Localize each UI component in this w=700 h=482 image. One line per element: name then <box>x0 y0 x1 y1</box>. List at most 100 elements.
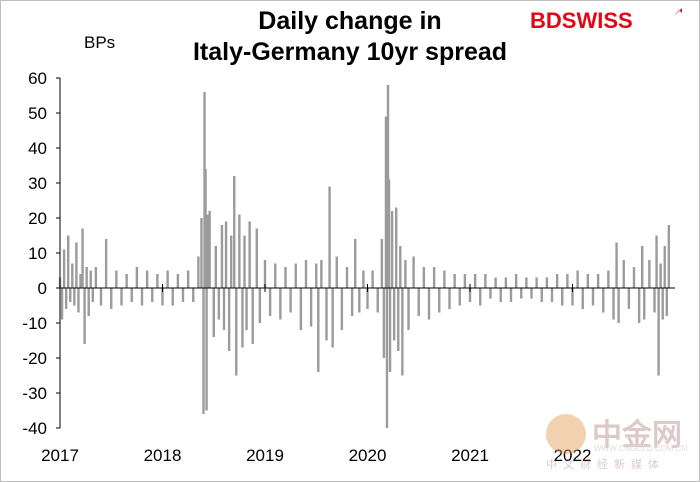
bar-11 <box>81 228 84 288</box>
bar-115 <box>468 288 472 302</box>
bar-72 <box>309 288 313 327</box>
bar-49 <box>222 288 226 330</box>
bar-106 <box>422 267 426 288</box>
bar-160 <box>667 225 671 288</box>
bar-107 <box>427 288 431 320</box>
bar-29 <box>156 274 159 288</box>
bar-94 <box>387 179 391 288</box>
bar-63 <box>263 260 267 288</box>
bar-148 <box>632 267 636 288</box>
bar-59 <box>248 221 251 288</box>
bar-152 <box>648 260 651 288</box>
bar-41 <box>204 169 207 288</box>
bar-33 <box>176 274 180 288</box>
bar-144 <box>615 242 618 288</box>
bar-135 <box>571 288 574 306</box>
bar-132 <box>555 274 559 288</box>
bar-54 <box>235 288 238 376</box>
bar-9 <box>77 288 80 313</box>
bar-32 <box>171 288 174 306</box>
cngold-watermark: 中金网 WWW.CNGOLD.COM.CN 中文财经新媒体 <box>540 408 690 474</box>
bar-34 <box>181 288 185 302</box>
bar-62 <box>258 288 262 323</box>
y-axis-unit: BPs <box>84 33 116 52</box>
brand-arrow-icon <box>674 8 682 16</box>
bar-96 <box>390 211 394 288</box>
y-axis-ticks: 60 50 40 30 20 10 0 -10 -20 -30 -40 <box>22 69 60 438</box>
y-tick-label-5: 10 <box>28 244 47 263</box>
bar-131 <box>550 288 554 302</box>
chart-title: Daily change in Italy-Germany 10yr sprea… <box>150 6 550 68</box>
bar-113 <box>458 288 461 306</box>
bar-146 <box>622 260 625 288</box>
bar-122 <box>504 277 508 288</box>
bar-4 <box>67 235 70 288</box>
bar-141 <box>602 288 605 313</box>
bar-102 <box>404 260 407 288</box>
bar-5 <box>69 288 72 302</box>
bar-86 <box>366 288 369 309</box>
bar-121 <box>499 288 502 302</box>
bar-154 <box>655 235 658 288</box>
title-line-1: Daily change in <box>258 7 442 35</box>
bar-123 <box>509 288 513 302</box>
bar-156 <box>659 263 662 288</box>
bar-112 <box>453 274 456 288</box>
bar-109 <box>438 288 441 313</box>
bar-15 <box>89 270 92 288</box>
bar-52 <box>229 235 233 288</box>
y-tick-label-0: 60 <box>28 69 47 88</box>
watermark-tagline: 中文财经新媒体 <box>546 458 665 471</box>
brand-swiss-text: SWISS <box>561 8 633 33</box>
bar-153 <box>653 288 656 313</box>
bar-157 <box>661 288 664 320</box>
bar-78 <box>331 288 334 348</box>
bar-21 <box>115 270 118 288</box>
bar-97 <box>392 288 396 341</box>
bar-98 <box>395 207 398 288</box>
bar-19 <box>104 239 108 288</box>
bar-31 <box>166 270 169 288</box>
bar-90 <box>382 288 386 358</box>
series-bars <box>58 85 671 428</box>
bar-76 <box>325 288 328 341</box>
bar-12 <box>83 288 86 344</box>
bar-99 <box>397 288 400 351</box>
bar-43 <box>206 214 209 288</box>
bar-74 <box>317 288 320 372</box>
bar-20 <box>110 288 113 309</box>
bar-70 <box>299 288 303 330</box>
x-tick-label-0: 2017 <box>41 446 79 465</box>
bar-85 <box>362 270 365 288</box>
bar-69 <box>294 263 297 288</box>
bar-100 <box>399 246 402 288</box>
bar-114 <box>463 274 467 288</box>
bar-125 <box>520 288 523 299</box>
bar-1 <box>60 288 64 320</box>
bar-75 <box>320 260 323 288</box>
bar-145 <box>617 288 620 323</box>
title-line-2: Italy-Germany 10yr spread <box>192 38 508 66</box>
bar-95 <box>388 288 392 372</box>
bar-88 <box>376 288 379 313</box>
bar-22 <box>120 288 123 306</box>
bar-82 <box>350 288 354 316</box>
bar-68 <box>289 288 292 313</box>
bar-103 <box>407 288 410 330</box>
y-tick-label-10: -40 <box>22 419 47 438</box>
bar-28 <box>151 288 154 302</box>
y-tick-label-6: 0 <box>38 279 47 298</box>
bar-129 <box>540 288 543 302</box>
bar-124 <box>514 274 518 288</box>
y-tick-label-1: 50 <box>28 104 47 123</box>
bar-23 <box>125 274 128 288</box>
bar-128 <box>535 277 538 288</box>
x-tick-label-1: 2018 <box>144 446 182 465</box>
bar-105 <box>417 288 420 316</box>
bar-65 <box>274 263 277 288</box>
bar-71 <box>304 260 308 288</box>
bar-147 <box>627 288 631 309</box>
bar-16 <box>91 288 94 302</box>
bar-143 <box>612 288 615 320</box>
bar-44 <box>208 211 211 288</box>
